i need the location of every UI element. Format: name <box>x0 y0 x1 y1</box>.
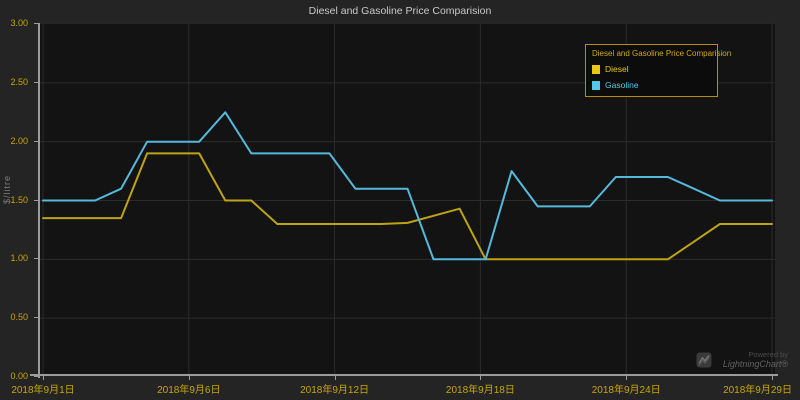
x-tick-mark <box>43 376 44 380</box>
y-tick-label: 0.00 <box>10 371 28 381</box>
legend[interactable]: Diesel and Gasoline Price Comparision Di… <box>585 44 732 97</box>
legend-items: Diesel Gasoline <box>592 64 711 90</box>
x-tick-label: 2018年9月6日 <box>157 385 221 396</box>
x-tick-mark <box>334 376 336 380</box>
y-axis-line <box>38 23 40 378</box>
lightningchart-logo-icon <box>696 352 712 368</box>
x-tick-label: 2018年9月18日 <box>445 385 515 396</box>
y-tick-mark <box>34 81 38 83</box>
x-tick-mark <box>626 376 628 380</box>
y-tick-label: 2.50 <box>10 76 28 87</box>
y-axis-title: $/litre <box>2 175 12 205</box>
x-tick-mark <box>772 376 773 380</box>
y-tick-label: 1.50 <box>10 194 28 205</box>
x-tick-mark <box>188 376 190 380</box>
watermark: Powered by LightningChart® <box>696 350 788 370</box>
chart-title: Diesel and Gasoline Price Comparision <box>308 5 492 17</box>
y-tick-mark <box>34 199 38 201</box>
series-line-gasoline <box>42 111 773 261</box>
y-tick-mark <box>34 258 38 260</box>
legend-item-label: Diesel <box>605 64 629 74</box>
x-tick-label: 2018年9月29日 <box>723 385 792 396</box>
x-tick-mark <box>480 376 482 380</box>
y-tick-label: 2.00 <box>10 135 28 146</box>
y-tick-label: 0.50 <box>10 312 28 323</box>
x-tick-label: 2018年9月12日 <box>300 385 370 396</box>
series-line-diesel <box>42 152 773 261</box>
y-tick-mark <box>34 376 38 377</box>
x-tick-label: 2018年9月1日 <box>11 385 75 396</box>
x-axis-line <box>30 374 778 376</box>
y-tick-mark <box>34 23 38 24</box>
legend-item-diesel[interactable]: Diesel <box>592 64 711 74</box>
lightningchart-brand-label: LightningChart® <box>722 358 788 369</box>
legend-item-gasoline[interactable]: Gasoline <box>592 80 711 90</box>
legend-title: Diesel and Gasoline Price Comparision <box>592 49 732 58</box>
x-tick-label: 2018年9月24日 <box>591 385 661 396</box>
powered-by-label: Powered by <box>748 349 788 359</box>
legend-swatch <box>592 64 600 74</box>
y-tick-label: 1.00 <box>10 253 28 264</box>
y-tick-mark <box>34 140 38 142</box>
legend-item-label: Gasoline <box>605 80 639 90</box>
y-tick-mark <box>34 317 38 319</box>
y-tick-label: 3.00 <box>10 18 28 28</box>
legend-swatch <box>592 80 600 90</box>
